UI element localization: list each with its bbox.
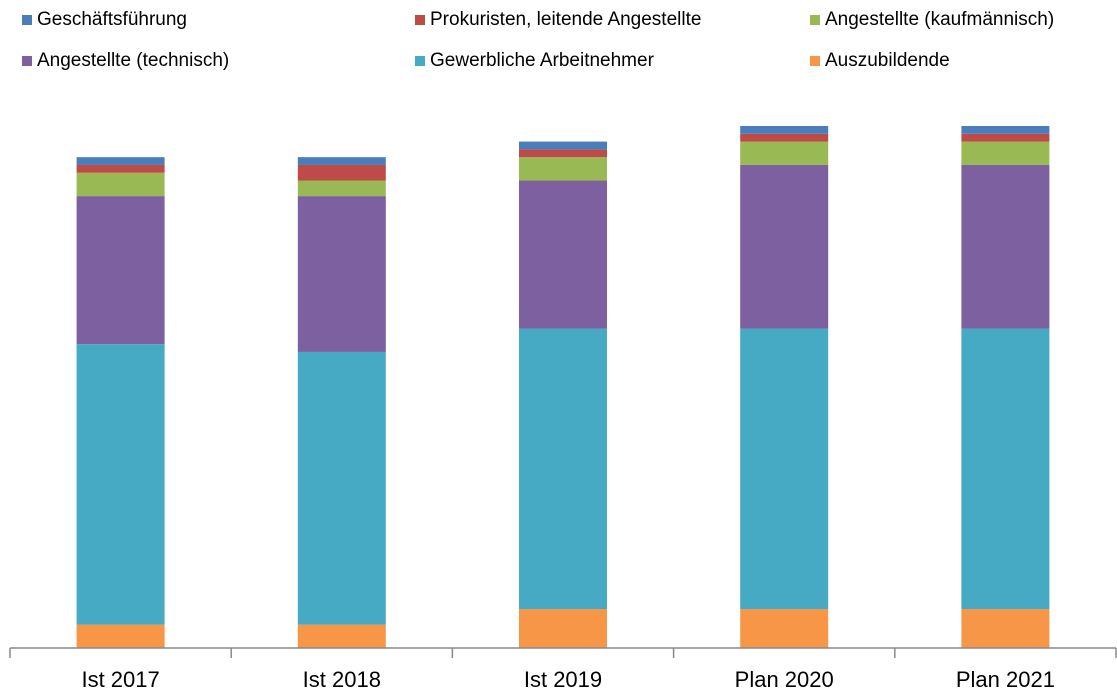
bar-segment — [961, 133, 1050, 142]
bar-segment — [740, 164, 829, 329]
bar-segment — [76, 344, 165, 625]
legend-swatch — [810, 15, 820, 25]
x-tick-label: Plan 2021 — [956, 667, 1055, 692]
legend-swatch — [415, 15, 425, 25]
bar-segment — [297, 351, 386, 625]
bar-segment — [297, 164, 386, 181]
bar-segment — [740, 126, 829, 134]
legend-label: Gewerbliche Arbeitnehmer — [430, 50, 655, 71]
bar-segment — [297, 196, 386, 352]
bar-segment — [961, 164, 1050, 329]
bar-segment — [961, 609, 1050, 648]
legend-label: Angestellte (technisch) — [37, 50, 229, 71]
bar-segment — [519, 180, 607, 329]
bar-segment — [297, 180, 386, 197]
bar-segment — [740, 141, 829, 165]
bar-segment — [519, 328, 607, 610]
bar-segment — [740, 609, 829, 648]
bar-segment — [740, 133, 829, 142]
bar-segment — [519, 157, 607, 181]
bar-segment — [297, 157, 386, 165]
legend-label: Auszubildende — [825, 50, 950, 71]
bar-segment — [519, 141, 607, 150]
bar-segment — [76, 196, 165, 345]
bar-segment — [961, 126, 1050, 134]
bar-segment — [76, 164, 165, 173]
legend-swatch — [810, 56, 820, 66]
bar-segment — [76, 157, 165, 165]
legend-label: Prokuristen, leitende Angestellte — [430, 9, 701, 30]
x-tick-label: Plan 2020 — [735, 667, 834, 692]
bar-segment — [519, 149, 607, 158]
legend-swatch — [415, 56, 425, 66]
x-tick-label: Ist 2019 — [524, 667, 602, 692]
legend-label: Angestellte (kaufmännisch) — [825, 9, 1054, 30]
bar-segment — [297, 624, 386, 648]
legend-swatch — [22, 56, 32, 66]
bar-segment — [961, 328, 1050, 610]
bar-segment — [961, 141, 1050, 165]
bar-segment — [740, 328, 829, 610]
x-tick-label: Ist 2017 — [81, 667, 159, 692]
bar-segment — [519, 609, 607, 648]
bar-segment — [76, 172, 165, 197]
legend-swatch — [22, 15, 32, 25]
bar-segment — [76, 624, 165, 648]
x-tick-label: Ist 2018 — [303, 667, 381, 692]
legend-label: Geschäftsführung — [37, 9, 187, 30]
